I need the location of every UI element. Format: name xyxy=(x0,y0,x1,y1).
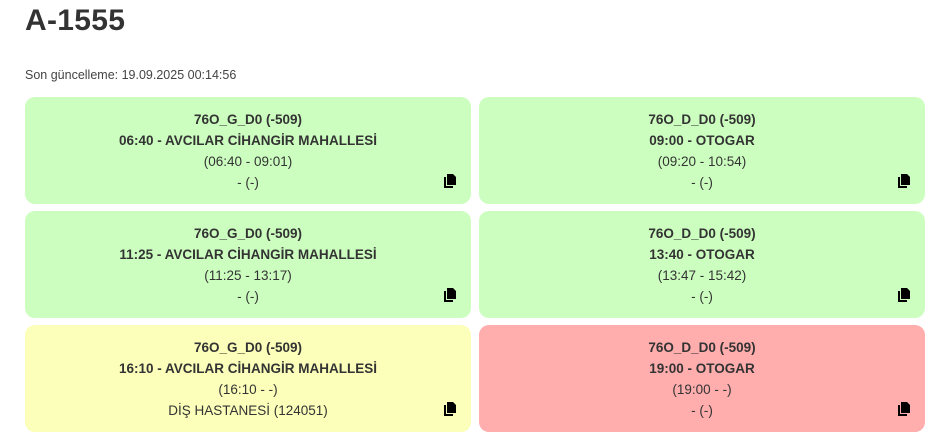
trip-stop: - (-) xyxy=(691,289,713,304)
trip-stop: - (-) xyxy=(237,175,259,190)
trip-departure: 06:40 - AVCILAR CİHANGİR MAHALLESİ xyxy=(118,133,378,148)
copy-icon[interactable] xyxy=(443,287,457,302)
trip-card-completed: 76O_G_D0 (-509) 06:40 - AVCILAR CİHANGİR… xyxy=(25,97,471,204)
copy-icon[interactable] xyxy=(897,287,911,302)
trip-times: (19:00 - -) xyxy=(672,382,732,397)
trip-times: (11:25 - 13:17) xyxy=(204,268,292,283)
trip-departure: 13:40 - OTOGAR xyxy=(649,247,755,262)
copy-icon[interactable] xyxy=(897,173,911,188)
page-title: A-1555 xyxy=(25,4,126,37)
trip-card-completed: 76O_D_D0 (-509) 13:40 - OTOGAR (13:47 - … xyxy=(479,211,925,318)
trip-departure: 11:25 - AVCILAR CİHANGİR MAHALLESİ xyxy=(119,247,377,262)
trip-times: (06:40 - 09:01) xyxy=(203,154,293,169)
trip-departure: 19:00 - OTOGAR xyxy=(649,361,755,376)
trip-departure: 09:00 - OTOGAR xyxy=(649,133,755,148)
trip-route: 76O_G_D0 (-509) xyxy=(193,226,303,241)
trip-grid: 76O_G_D0 (-509) 06:40 - AVCILAR CİHANGİR… xyxy=(25,97,925,432)
trip-stop: - (-) xyxy=(237,289,259,304)
trip-stop: - (-) xyxy=(691,175,713,190)
trip-card-completed: 76O_G_D0 (-509) 11:25 - AVCILAR CİHANGİR… xyxy=(25,211,471,318)
trip-times: (16:10 - -) xyxy=(218,382,278,397)
trip-stop: DİŞ HASTANESİ (124051) xyxy=(168,403,328,418)
trip-departure: 16:10 - AVCILAR CİHANGİR MAHALLESİ xyxy=(118,361,378,376)
trip-card-pending: 76O_D_D0 (-509) 19:00 - OTOGAR (19:00 - … xyxy=(479,325,925,432)
trip-route: 76O_G_D0 (-509) xyxy=(193,112,303,127)
trip-route: 76O_D_D0 (-509) xyxy=(648,340,756,355)
trip-route: 76O_G_D0 (-509) xyxy=(193,340,303,355)
trip-route: 76O_D_D0 (-509) xyxy=(648,226,756,241)
trip-times: (13:47 - 15:42) xyxy=(657,268,747,283)
last-updated-text: Son güncelleme: 19.09.2025 00:14:56 xyxy=(25,68,237,82)
trip-times: (09:20 - 10:54) xyxy=(657,154,747,169)
trip-stop: - (-) xyxy=(691,403,713,418)
copy-icon[interactable] xyxy=(443,401,457,416)
trip-card-in-progress: 76O_G_D0 (-509) 16:10 - AVCILAR CİHANGİR… xyxy=(25,325,471,432)
copy-icon[interactable] xyxy=(897,401,911,416)
copy-icon[interactable] xyxy=(443,173,457,188)
trip-card-completed: 76O_D_D0 (-509) 09:00 - OTOGAR (09:20 - … xyxy=(479,97,925,204)
trip-route: 76O_D_D0 (-509) xyxy=(648,112,756,127)
